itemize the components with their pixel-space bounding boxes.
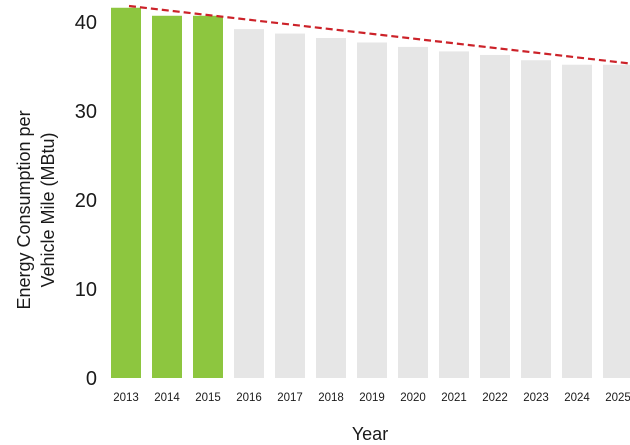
bar-2019 xyxy=(357,42,387,378)
y-tick-label-10: 10 xyxy=(75,279,97,301)
bar-2018 xyxy=(316,38,346,379)
x-tick-label-2025: 2025 xyxy=(605,392,630,404)
x-tick-label-2019: 2019 xyxy=(359,392,385,404)
x-axis-title: Year xyxy=(352,424,388,444)
y-axis-ticks: 0 10 20 30 40 xyxy=(75,12,97,390)
bar-2025 xyxy=(603,64,630,378)
x-tick-label-2018: 2018 xyxy=(318,392,344,404)
bar-2013 xyxy=(111,7,141,378)
y-tick-label-40: 40 xyxy=(75,12,97,34)
y-axis-title: Energy Consumption per Vehicle Mile (MBt… xyxy=(14,110,58,309)
trend-layer xyxy=(128,4,630,65)
y-tick-label-20: 20 xyxy=(75,190,97,212)
bar-2024 xyxy=(562,64,592,378)
x-tick-label-2023: 2023 xyxy=(523,392,549,404)
x-tick-label-2024: 2024 xyxy=(564,392,590,404)
x-tick-label-2022: 2022 xyxy=(482,392,508,404)
x-tick-label-2021: 2021 xyxy=(441,392,467,404)
bar-2015 xyxy=(193,15,223,379)
x-axis-ticks: 2013 2014 2015 2016 2017 2018 2019 2020 2021 2022… xyxy=(113,392,630,404)
bars-layer xyxy=(111,7,630,379)
bar-2022 xyxy=(480,54,510,379)
x-tick-label-2013: 2013 xyxy=(113,392,139,404)
x-tick-label-2016: 2016 xyxy=(236,392,262,404)
y-axis-title-line-1: Energy Consumption per xyxy=(14,110,34,309)
y-tick-label-0: 0 xyxy=(86,368,97,390)
bar-2023 xyxy=(521,60,551,379)
trend-line xyxy=(128,4,630,65)
bar-2021 xyxy=(439,51,469,379)
bar-2014 xyxy=(152,15,182,379)
bar-2020 xyxy=(398,46,428,379)
bar-2017 xyxy=(275,33,305,378)
x-tick-label-2015: 2015 xyxy=(195,392,221,404)
y-axis-title-line-2: Vehicle Mile (MBtu) xyxy=(38,132,58,287)
x-tick-label-2020: 2020 xyxy=(400,392,426,404)
x-tick-label-2014: 2014 xyxy=(154,392,180,404)
x-tick-label-2017: 2017 xyxy=(277,392,303,404)
y-tick-label-30: 30 xyxy=(75,101,97,123)
bar-2016 xyxy=(234,29,264,379)
